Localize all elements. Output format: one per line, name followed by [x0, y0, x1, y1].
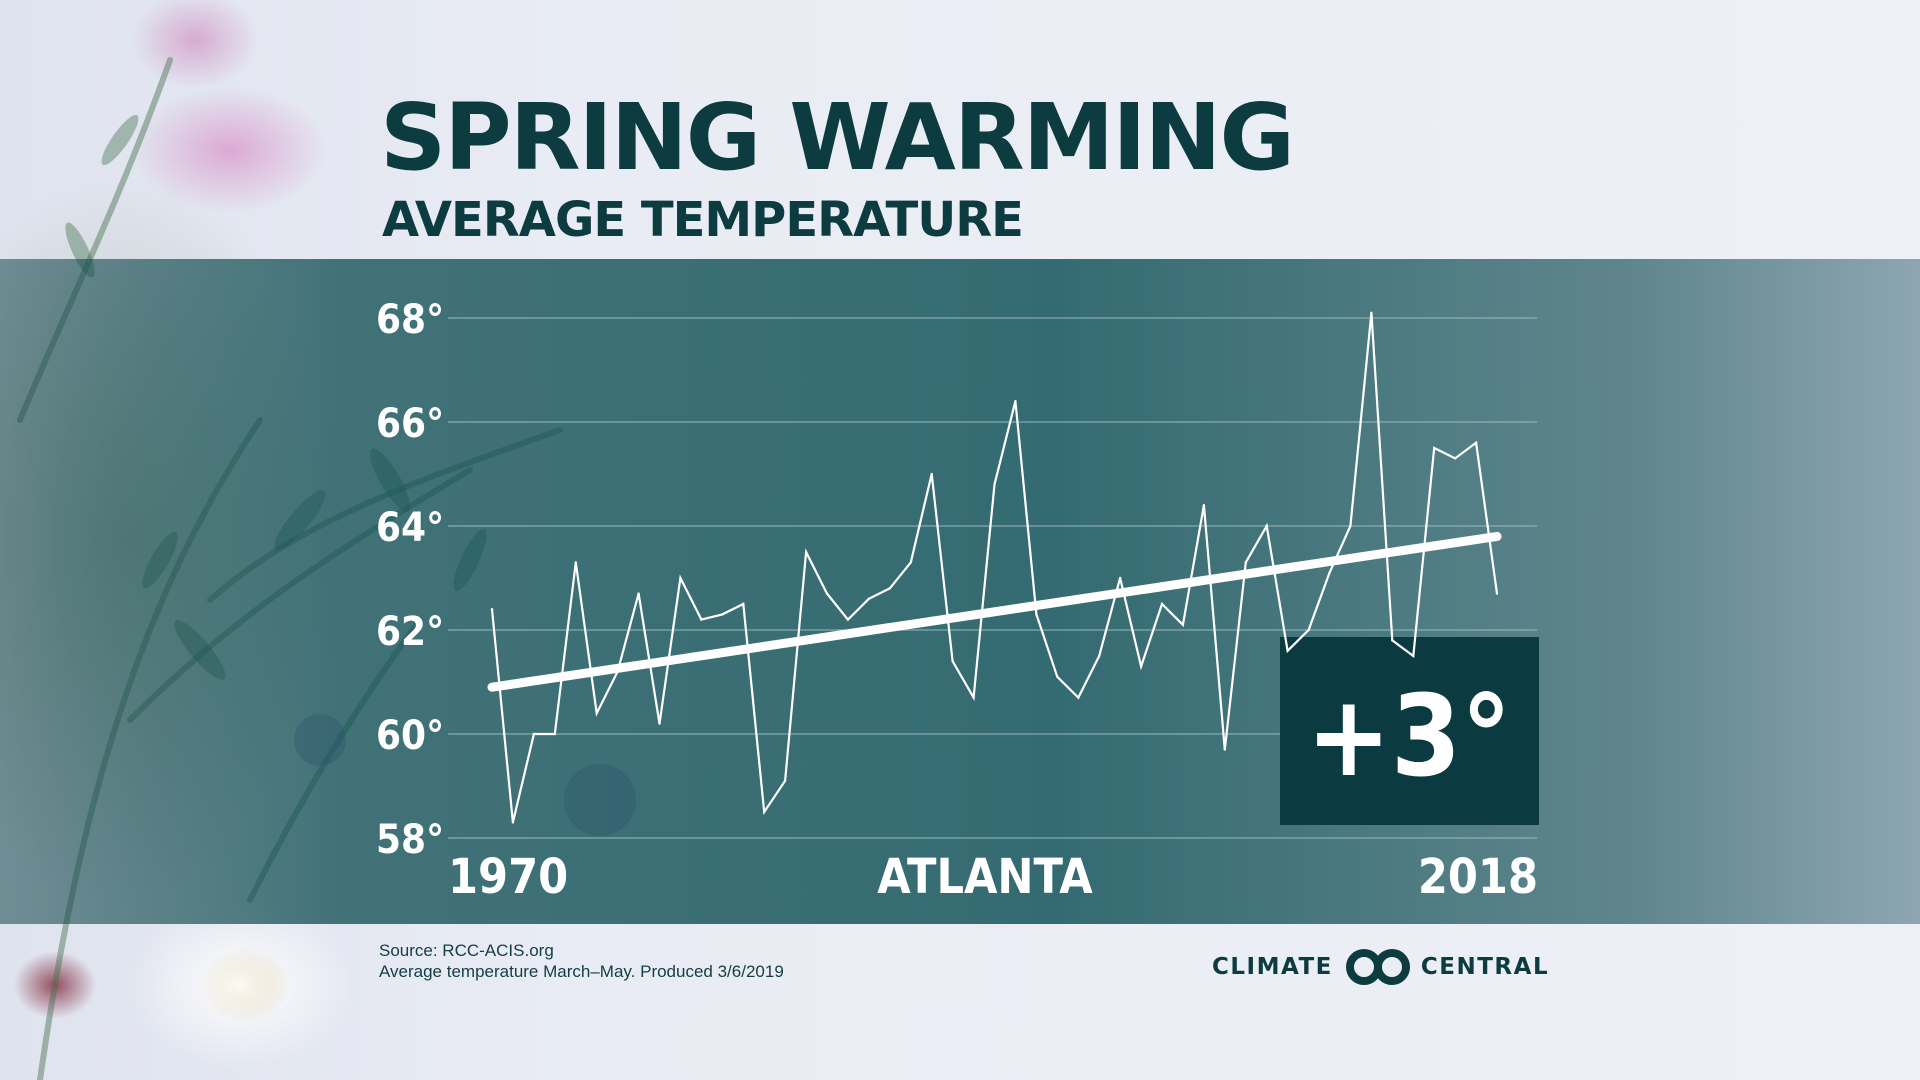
method-note: Average temperature March–May. Produced …: [379, 962, 784, 981]
data-point: [553, 732, 557, 736]
data-point: [1118, 576, 1122, 580]
data-point: [1391, 639, 1394, 642]
chart-subtitle: AVERAGE TEMPERATURE: [382, 192, 1024, 248]
data-point: [1432, 446, 1436, 450]
data-point: [1370, 311, 1373, 314]
chart-title: SPRING WARMING: [380, 84, 1295, 191]
x-axis-labels: 1970 ATLANTA 2018: [448, 849, 1538, 905]
x-start-label: 1970: [448, 849, 568, 905]
x-end-label: 2018: [1418, 849, 1538, 905]
climate-central-logo: CLIMATE CENTRAL: [1212, 945, 1549, 989]
data-point: [804, 550, 808, 554]
data-point: [762, 810, 766, 814]
y-tick-label: 60°: [376, 713, 444, 759]
data-point: [909, 561, 912, 564]
data-point: [1181, 623, 1185, 626]
data-point: [1035, 613, 1038, 616]
logo-rings-icon: [1345, 949, 1410, 985]
data-point: [700, 618, 703, 621]
data-point: [742, 602, 745, 606]
data-point: [490, 608, 494, 611]
annotation-box: [1280, 637, 1539, 825]
logo-text-left: CLIMATE: [1212, 954, 1333, 980]
logo-text-right: CENTRAL: [1420, 954, 1550, 980]
source-note: Source: RCC-ACIS.org Average temperature…: [379, 940, 784, 982]
data-point: [637, 592, 640, 595]
data-point: [1328, 571, 1331, 574]
data-point: [511, 821, 515, 824]
data-point: [658, 722, 661, 725]
data-point: [930, 472, 933, 476]
data-point: [1139, 665, 1143, 668]
data-point: [1349, 524, 1352, 528]
y-tick-label: 68°: [376, 297, 444, 343]
data-point: [1474, 441, 1478, 444]
annotation-label: +3°: [1307, 672, 1512, 802]
y-tick-label: 58°: [376, 817, 444, 863]
data-point: [532, 732, 536, 736]
change-annotation: +3°: [1280, 637, 1539, 825]
y-tick-label: 64°: [376, 505, 444, 551]
data-point: [679, 576, 682, 580]
y-tick-label: 62°: [376, 609, 444, 655]
data-point: [1077, 696, 1080, 699]
data-point: [616, 670, 619, 673]
data-point: [1495, 592, 1499, 595]
data-point: [1307, 628, 1310, 632]
data-point: [1412, 654, 1415, 658]
data-point: [1223, 748, 1227, 751]
chart-band: [0, 259, 1920, 924]
data-point: [951, 660, 954, 663]
data-point: [1097, 654, 1101, 658]
data-point: [1160, 602, 1164, 606]
series-line-trend: [487, 531, 1502, 692]
y-axis-tick-labels: 58° 60° 62° 64° 66° 68°: [376, 297, 444, 863]
data-point: [1244, 561, 1247, 564]
data-point: [1056, 675, 1059, 678]
data-point: [993, 483, 996, 486]
data-point: [1014, 400, 1017, 403]
data-point: [867, 597, 871, 600]
data-point: [1265, 524, 1268, 528]
data-point: [1202, 504, 1206, 507]
location-label: ATLANTA: [877, 849, 1093, 905]
source-line: Source: RCC-ACIS.org: [379, 941, 554, 960]
data-point: [721, 613, 724, 616]
data-point: [1286, 649, 1289, 652]
data-point: [1453, 457, 1457, 460]
data-point: [783, 779, 787, 782]
data-point: [595, 712, 598, 715]
data-points: [490, 311, 1499, 824]
y-tick-label: 66°: [376, 401, 444, 447]
data-point: [972, 696, 975, 699]
data-point: [888, 587, 892, 590]
data-point: [574, 561, 577, 564]
data-point: [825, 592, 829, 595]
data-point: [846, 618, 850, 621]
